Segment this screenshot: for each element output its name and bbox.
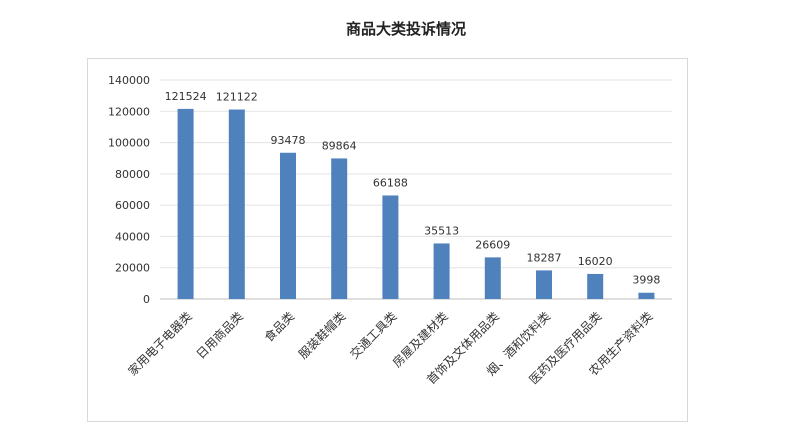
category-label: 日用商品类 <box>193 309 246 362</box>
bar <box>484 257 501 299</box>
data-label: 89864 <box>322 139 357 152</box>
data-label: 16020 <box>578 255 613 268</box>
data-label: 18287 <box>527 251 562 264</box>
bar <box>587 273 604 299</box>
bar <box>280 152 296 299</box>
bar <box>536 270 552 299</box>
bars <box>177 108 655 300</box>
category-label: 交通工具类 <box>346 309 399 362</box>
data-label: 93478 <box>271 134 306 147</box>
data-label: 26609 <box>475 238 510 251</box>
category-label: 家用电子电器类 <box>125 309 195 379</box>
chart-title: 商品大类投诉情况 <box>345 20 466 38</box>
gridlines <box>160 79 672 300</box>
bar <box>638 292 655 299</box>
data-label: 121524 <box>165 90 207 103</box>
y-tick-label: 140000 <box>108 74 150 87</box>
data-label: 35513 <box>424 224 459 237</box>
y-tick-label: 40000 <box>115 230 150 243</box>
bar <box>177 108 194 300</box>
bar <box>433 243 450 299</box>
data-labels: 121524 121122 93478 89864 66188 35513 26609 182… <box>165 90 661 287</box>
data-label: 121122 <box>216 91 258 104</box>
y-tick-label: 60000 <box>115 199 150 212</box>
bar <box>382 195 399 299</box>
plot-frame <box>87 58 688 422</box>
category-label: 服装鞋帽类 <box>295 309 348 362</box>
data-label: 66188 <box>373 176 408 189</box>
y-tick-label: 120000 <box>108 105 150 118</box>
y-tick-label: 20000 <box>115 262 150 275</box>
category-label: 食品类 <box>261 309 297 345</box>
y-tick-label: 0 <box>143 293 150 306</box>
bar <box>228 109 245 300</box>
y-axis-ticks: 0 20000 40000 60000 80000 100000 120000 140000 <box>108 74 150 306</box>
y-tick-label: 100000 <box>108 137 150 150</box>
data-label: 3998 <box>632 274 660 287</box>
y-tick-label: 80000 <box>115 168 150 181</box>
bar <box>331 158 348 299</box>
